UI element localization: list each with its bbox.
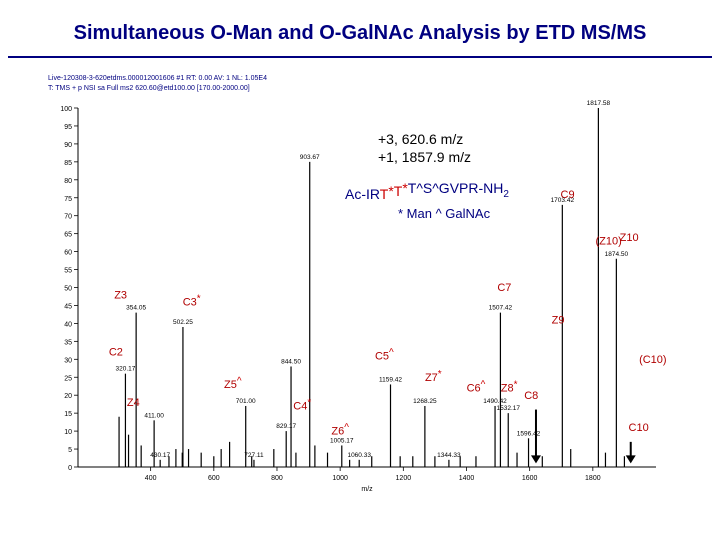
x-tick-label: 1000 <box>332 475 348 482</box>
peak-mz-label: 411.00 <box>144 412 164 419</box>
peak-mz-label: 1005.17 <box>330 437 354 444</box>
peak-mz-label: 701.00 <box>236 398 256 405</box>
x-tick-label: 800 <box>271 475 283 482</box>
precursor-info-line: +1, 1857.9 m/z <box>378 149 471 165</box>
peak-mz-label: 1532.17 <box>496 405 520 412</box>
peak-mz-label: 1507.42 <box>489 305 513 312</box>
peak-mz-label: 844.50 <box>281 358 301 365</box>
peak-mz-label: 1874.50 <box>605 251 629 258</box>
glycan-legend: * Man ^ GalNAc <box>398 206 491 221</box>
peak-mz-label: 430.17 <box>150 452 170 459</box>
y-tick-label: 5 <box>68 447 72 454</box>
peak-mz-label: 903.67 <box>300 154 320 161</box>
peak-mz-label: 1268.25 <box>413 398 437 405</box>
y-tick-label: 65 <box>64 232 72 239</box>
fragment-ion-label: Z9 <box>552 314 565 326</box>
fragment-ion-label: (Z10) <box>595 235 621 247</box>
y-tick-label: 40 <box>64 321 72 328</box>
y-tick-label: 10 <box>64 429 72 436</box>
x-tick-label: 1800 <box>585 475 601 482</box>
fragment-ion-label: C3* <box>183 293 201 308</box>
fragment-ion-label: Z6^ <box>331 423 349 438</box>
x-tick-label: 1400 <box>459 475 475 482</box>
x-tick-label: 1200 <box>396 475 412 482</box>
scan-header-line-1: Live-120308-3-620etdms.000012001606 #1 R… <box>48 75 267 82</box>
y-tick-label: 85 <box>64 160 72 167</box>
fragment-ion-label: C7 <box>497 282 511 294</box>
fragment-ion-label: Z4 <box>127 397 140 409</box>
fragment-ion-label: C9 <box>561 189 575 201</box>
x-tick-label: 1600 <box>522 475 538 482</box>
fragment-ion-label: C8 <box>524 390 538 402</box>
pointer-arrow-head <box>625 455 636 464</box>
fragment-ion-label: C10 <box>629 422 649 434</box>
y-tick-label: 100 <box>60 106 72 113</box>
y-tick-label: 50 <box>64 286 72 293</box>
y-tick-label: 90 <box>64 142 72 149</box>
pointer-arrow-head <box>530 455 541 464</box>
precursor-info-line: +3, 620.6 m/z <box>378 131 463 147</box>
y-tick-label: 35 <box>64 339 72 346</box>
y-tick-label: 95 <box>64 124 72 131</box>
peak-mz-label: 354.05 <box>126 305 146 312</box>
fragment-ion-label: Z10 <box>620 232 639 244</box>
fragment-ion-label: Z3 <box>114 289 127 301</box>
y-tick-label: 70 <box>64 214 72 221</box>
y-tick-label: 45 <box>64 303 72 310</box>
y-tick-label: 80 <box>64 178 72 185</box>
y-tick-label: 15 <box>64 411 72 418</box>
fragment-ion-label: C6^ <box>467 380 486 395</box>
x-axis-label: m/z <box>361 486 373 493</box>
peptide-sequence: Ac-IRT*T*T^S^GVPR-NH2 <box>345 180 509 202</box>
peak-mz-label: 829.17 <box>276 423 296 430</box>
peak-mz-label: 1703.42 <box>551 197 575 204</box>
y-tick-label: 55 <box>64 268 72 275</box>
y-tick-label: 30 <box>64 357 72 364</box>
y-tick-label: 25 <box>64 375 72 382</box>
peak-mz-label: 320.17 <box>115 366 135 373</box>
scan-header-line-2: T: TMS + p NSI sa Full ms2 620.60@etd100… <box>48 85 250 92</box>
y-tick-label: 60 <box>64 250 72 257</box>
y-tick-label: 0 <box>68 465 72 472</box>
peak-mz-label: 727.11 <box>244 452 264 459</box>
y-tick-label: 75 <box>64 196 72 203</box>
fragment-ion-label: Z7* <box>425 369 442 384</box>
title-underline <box>8 56 712 58</box>
fragment-ion-label: (C10) <box>639 354 667 366</box>
fragment-ion-label: Z5^ <box>224 376 242 391</box>
peak-mz-label: 502.25 <box>173 319 193 326</box>
peak-mz-label: 1817.58 <box>587 100 611 107</box>
peak-mz-label: 1159.42 <box>379 376 402 383</box>
peak-mz-label: 1596.42 <box>517 430 541 437</box>
slide-title: Simultaneous O-Man and O-GalNAc Analysis… <box>73 22 647 44</box>
peak-mz-label: 1344.33 <box>437 452 461 459</box>
x-tick-label: 600 <box>208 475 220 482</box>
peak-mz-label: 1490.42 <box>483 398 507 405</box>
peak-mz-label: 1060.33 <box>347 452 371 459</box>
x-tick-label: 400 <box>145 475 157 482</box>
y-tick-label: 20 <box>64 393 72 400</box>
fragment-ion-label: C4* <box>293 398 311 413</box>
fragment-ion-label: Z8* <box>501 380 518 395</box>
fragment-ion-label: C5^ <box>375 347 394 362</box>
fragment-ion-label: C2 <box>109 347 123 359</box>
